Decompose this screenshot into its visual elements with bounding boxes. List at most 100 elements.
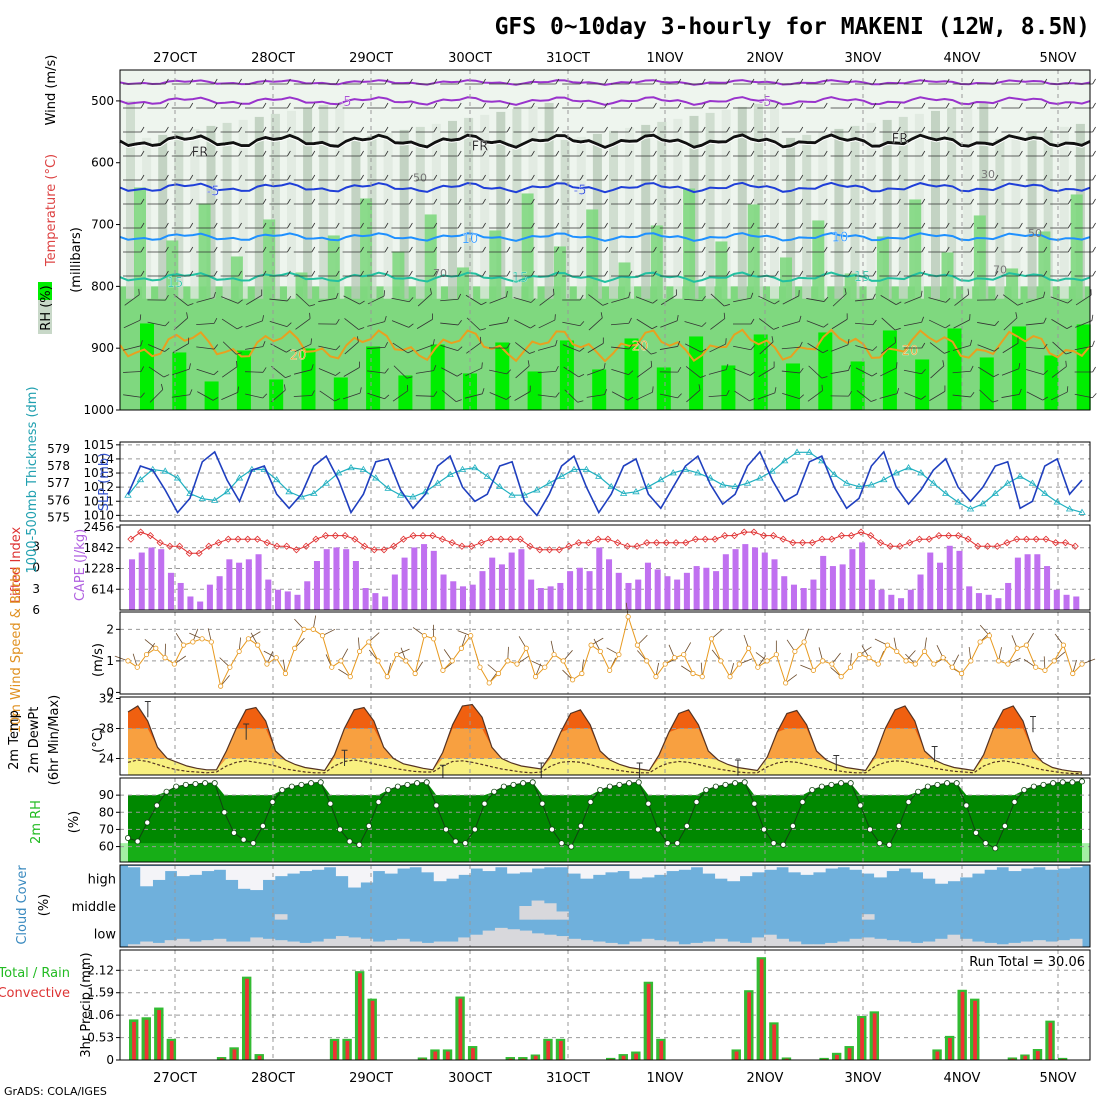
wind-barb [343,361,360,377]
wind-barb-flag [165,174,169,181]
wind-barb-flag [140,174,145,181]
wind-barb [879,78,901,85]
wind-barb-shaft [1050,296,1068,304]
wind-speed-point [449,658,455,664]
wind-barb-flag [628,78,633,85]
wind-barb-flag [750,318,755,325]
wind-barb-flag [530,298,536,303]
wind-barb [759,336,774,355]
wind-barb [611,291,631,303]
wind-barb [342,270,364,277]
wind-barb-flag [139,314,142,321]
rh-point [173,783,180,790]
rh-point [693,799,700,806]
wind-barb-shaft [173,317,188,331]
wind-barb-flag [821,376,828,379]
upper-mb-label: (millibars) [69,227,84,293]
wind-barb [806,320,829,328]
wind-barb [757,102,779,109]
wind-barb [586,150,608,157]
wind-barb [928,174,950,181]
rh-column [351,138,361,299]
wind-barb [830,78,852,85]
wind-barb-flag [433,78,438,85]
wind-speed-point [755,664,761,670]
li-point [915,535,923,543]
cape-bar [421,544,428,610]
thickness-point [173,474,182,481]
wind-barb-flag [457,346,463,351]
precip-conv-bar [157,1010,162,1060]
wind-barb-flag [360,198,364,205]
wind-barb-shaft [904,392,922,400]
wind-barb-flag [1067,78,1072,85]
li-point [536,546,544,554]
cape-bar [761,552,768,610]
wind-barb [416,313,433,329]
wind-barb-flag [531,174,535,181]
wind-barb-flag [677,270,682,277]
cloud-high-cell [348,866,361,888]
wind-barb [830,222,852,229]
wind-barb [440,222,462,229]
rh-column [609,130,618,299]
rh-point [442,826,449,833]
wind-barb [537,365,559,374]
wind-barb [1025,270,1048,277]
wind-barb [122,366,145,373]
wind-barb-flag [482,102,486,109]
li-ticklabel: 0 [32,561,40,575]
wind-barb [391,102,413,109]
cape-bar [1014,557,1021,610]
rh-point [818,783,825,790]
wind-barb [464,78,486,85]
wind-barb [1050,126,1072,133]
wind-barb-flag [921,150,926,157]
wind-barb-shaft [563,366,579,378]
wind-barb [1002,294,1024,306]
p6-frame [119,777,1091,863]
cloud-low-cell [335,936,349,947]
wind-barb-flag [897,246,901,253]
wind-barb-shaft [1050,391,1068,401]
wind-barb [952,174,974,181]
wind-barb-flag [432,339,435,345]
wind-barb [586,222,608,229]
wind-barb [1074,340,1095,351]
wind-barb [391,320,414,328]
rh-point [1069,779,1076,786]
wind-barb-flag [213,150,218,157]
wind-barb-flag [456,372,463,377]
li-point [341,532,349,540]
wind-barb-shaft [856,390,872,402]
wind-barb-flag [848,222,852,229]
wind-barb-shaft [708,394,727,398]
wind-barb-shaft [440,298,459,302]
li-point [594,535,602,543]
wind-barb [293,174,316,181]
li-point [867,532,875,540]
rh-moist-column [198,203,211,410]
rh-saturated-column [366,346,381,410]
wind-barb-flag [531,78,535,85]
wind-barb-flag [994,294,999,301]
wind-barb-flag [578,373,585,378]
precip-conv-bar [471,1048,475,1060]
wind-barb-flag [872,346,878,351]
wind-barb [903,222,926,229]
wind-barb-flag [994,174,999,181]
rh-point [828,781,835,788]
wind-barb-flag [848,78,852,85]
wind-barb-flag [628,270,633,277]
li-point [672,539,680,547]
thickness-point [557,472,566,479]
wind-barb [708,270,730,277]
cape-bar [868,579,875,610]
wind-barb [295,293,316,307]
wind-barb-shaft [393,365,408,379]
wind-barb [708,222,730,229]
wind-barb-shaft [855,298,873,302]
thickness-point [285,488,293,495]
wind-barb [903,369,926,375]
rh-point [799,799,806,806]
